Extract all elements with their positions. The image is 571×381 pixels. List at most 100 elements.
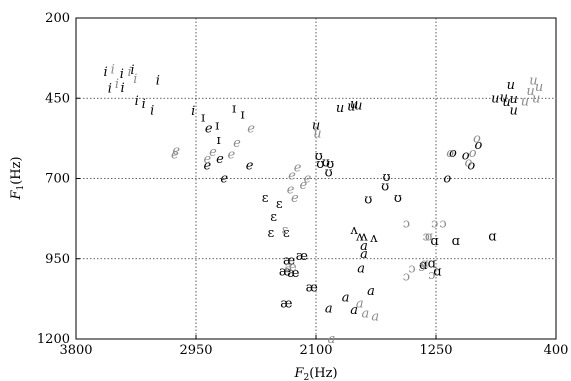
data-point: e bbox=[171, 147, 179, 162]
data-point: u bbox=[509, 92, 517, 107]
data-point: u bbox=[507, 78, 515, 93]
data-point: a bbox=[367, 284, 375, 299]
data-point: i bbox=[130, 63, 134, 78]
data-point: i bbox=[121, 81, 125, 96]
axis-ticks: 3800 2950 2100 1250 400 200 450 700 950 1200 bbox=[37, 11, 569, 358]
data-point: u bbox=[350, 97, 358, 112]
data-point: u bbox=[526, 84, 534, 99]
data-point: ɔ bbox=[428, 268, 435, 283]
data-point: ɔ bbox=[403, 216, 410, 231]
data-point: æ bbox=[306, 281, 318, 296]
data-point: o bbox=[474, 138, 482, 153]
data-point: o bbox=[473, 131, 481, 146]
data-point: e bbox=[294, 160, 302, 175]
x-tick-label: 2100 bbox=[299, 343, 332, 358]
data-point: a bbox=[360, 239, 368, 254]
data-point: ʊ bbox=[394, 191, 402, 206]
data-point: ʌ bbox=[369, 231, 378, 246]
data-point: ɔ bbox=[418, 260, 425, 275]
data-point: ɑ bbox=[421, 257, 429, 272]
data-point: ɔ bbox=[431, 216, 438, 231]
y-tick-label: 700 bbox=[45, 172, 70, 187]
data-point: u bbox=[502, 95, 510, 110]
data-point: e bbox=[220, 172, 228, 187]
data-point: æ bbox=[283, 253, 295, 268]
data-point: a bbox=[362, 306, 370, 321]
data-point: e bbox=[203, 159, 211, 174]
data-point: i bbox=[120, 67, 124, 82]
data-point: u bbox=[347, 99, 355, 114]
data-point: æ bbox=[284, 260, 296, 275]
data-point: ɪ bbox=[232, 102, 236, 117]
data-point: ɑ bbox=[488, 229, 496, 244]
data-point: i bbox=[128, 65, 132, 80]
x-tick-label: 2950 bbox=[179, 343, 212, 358]
data-point: i bbox=[156, 74, 160, 89]
data-point: ɑ bbox=[419, 258, 427, 273]
data-point: a bbox=[356, 297, 364, 312]
data-point: æ bbox=[279, 265, 291, 280]
data-point: e bbox=[291, 191, 299, 206]
data-point: æ bbox=[296, 249, 308, 264]
data-point: ɑ bbox=[425, 229, 433, 244]
data-point: e bbox=[233, 136, 241, 151]
data-point: u bbox=[491, 91, 499, 106]
data-point: i bbox=[191, 104, 195, 119]
y-tick-label: 450 bbox=[45, 91, 70, 106]
data-point: o bbox=[469, 146, 477, 161]
data-point: u bbox=[354, 99, 362, 114]
data-point: ɔ bbox=[439, 216, 446, 231]
data-point: a bbox=[350, 303, 358, 318]
data-point: ʊ bbox=[315, 149, 323, 164]
x-tick-label: 1250 bbox=[419, 343, 452, 358]
data-point: o bbox=[443, 172, 451, 187]
data-point: o bbox=[449, 146, 457, 161]
data-point: i bbox=[142, 97, 146, 112]
gridlines bbox=[76, 18, 556, 339]
data-point: a bbox=[371, 310, 379, 325]
data-point: o bbox=[462, 148, 470, 163]
data-point: ɛ bbox=[270, 210, 277, 225]
data-point: ʊ bbox=[325, 166, 333, 181]
data-point: ɛ bbox=[283, 226, 290, 241]
x-tick-label: 3800 bbox=[59, 343, 92, 358]
data-point: u bbox=[521, 94, 529, 109]
data-point: i bbox=[108, 82, 112, 97]
data-point: ɪ bbox=[201, 111, 205, 126]
data-point: ʊ bbox=[364, 192, 372, 207]
data-point: e bbox=[209, 145, 217, 160]
data-point: ʊ bbox=[326, 157, 334, 172]
data-point: o bbox=[467, 159, 475, 174]
data-point: a bbox=[360, 247, 368, 262]
data-point: ɑ bbox=[433, 265, 441, 280]
x-tick-label: 400 bbox=[544, 343, 569, 358]
data-point: ɑ bbox=[428, 257, 436, 272]
data-point: æ bbox=[280, 297, 292, 312]
data-point: e bbox=[227, 147, 235, 162]
data-point: ɛ bbox=[282, 223, 289, 238]
data-point: o bbox=[446, 146, 454, 161]
data-point: e bbox=[304, 172, 312, 187]
data-point: ɛ bbox=[276, 197, 283, 212]
data-point: ʊ bbox=[322, 155, 330, 170]
data-point: ɪ bbox=[217, 133, 221, 148]
data-point: ɔ bbox=[422, 229, 429, 244]
data-point: æ bbox=[287, 266, 299, 281]
data-point: a bbox=[357, 261, 365, 276]
data-point: u bbox=[500, 91, 508, 106]
data-point: e bbox=[216, 152, 224, 167]
data-point: ɑ bbox=[452, 234, 460, 249]
data-point: e bbox=[288, 168, 296, 183]
y-tick-label: 1200 bbox=[37, 332, 70, 347]
data-point: e bbox=[205, 122, 213, 137]
data-point: o bbox=[465, 155, 473, 170]
data-point: ʌ bbox=[355, 229, 364, 244]
data-point: i bbox=[111, 62, 115, 77]
data-point: ɪ bbox=[241, 107, 245, 122]
data-point: ɛ bbox=[267, 226, 274, 241]
data-point: u bbox=[532, 91, 540, 106]
y-tick-label: 950 bbox=[45, 252, 70, 267]
data-point: i bbox=[104, 65, 108, 80]
